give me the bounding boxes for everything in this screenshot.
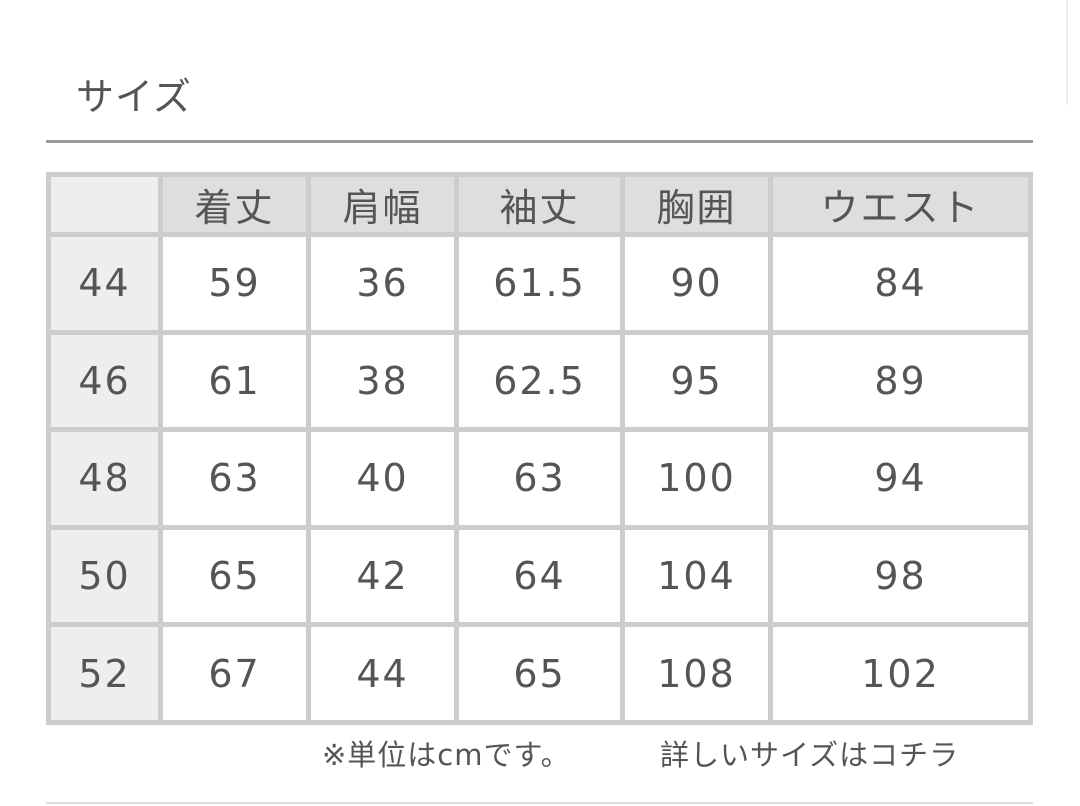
table-row: 44 59 36 61.5 90 84: [46, 232, 1033, 335]
size-label-cell: 48: [46, 427, 163, 530]
measurement-cell: 84: [768, 232, 1033, 335]
table-row: 48 63 40 63 100 94: [46, 427, 1033, 530]
measurement-cell: 102: [768, 622, 1033, 725]
measurement-cell: 98: [768, 524, 1033, 628]
table-row: 50 65 42 64 104 98: [46, 524, 1033, 628]
measurement-cell: 100: [620, 427, 773, 530]
size-label-cell: 46: [46, 329, 163, 433]
unit-note: ※単位はcmです。: [322, 738, 571, 772]
size-detail-link[interactable]: 詳しいサイズはコチラ: [660, 738, 960, 772]
header-cell: 肩幅: [306, 172, 459, 237]
measurement-cell: 61.5: [454, 232, 625, 335]
section-title: サイズ: [76, 75, 192, 119]
header-corner: [46, 172, 163, 237]
measurement-cell: 94: [768, 427, 1033, 530]
measurement-cell: 64: [454, 524, 625, 628]
measurement-cell: 65: [454, 622, 625, 725]
size-table: 着丈 肩幅 袖丈 胸囲 ウエスト 44 59 36 61.5 90 84 46 61 38 62.…: [46, 172, 1033, 725]
header-cell: 胸囲: [620, 172, 773, 237]
measurement-cell: 104: [620, 524, 773, 628]
header-cell: 着丈: [158, 172, 311, 237]
measurement-cell: 38: [306, 329, 459, 433]
measurement-cell: 65: [158, 524, 311, 628]
table-row: 46 61 38 62.5 95 89: [46, 329, 1033, 433]
title-divider: [46, 140, 1033, 143]
measurement-cell: 59: [158, 232, 311, 335]
bottom-divider: [46, 802, 1033, 804]
measurement-cell: 63: [158, 427, 311, 530]
measurement-cell: 90: [620, 232, 773, 335]
measurement-cell: 61: [158, 329, 311, 433]
measurement-cell: 36: [306, 232, 459, 335]
measurement-cell: 62.5: [454, 329, 625, 433]
header-cell: 袖丈: [454, 172, 625, 237]
measurement-cell: 63: [454, 427, 625, 530]
measurement-cell: 44: [306, 622, 459, 725]
size-label-cell: 50: [46, 524, 163, 628]
scroll-edge: [1066, 0, 1068, 105]
measurement-cell: 67: [158, 622, 311, 725]
size-label-cell: 44: [46, 232, 163, 335]
measurement-cell: 42: [306, 524, 459, 628]
measurement-cell: 108: [620, 622, 773, 725]
size-label-cell: 52: [46, 622, 163, 725]
header-cell: ウエスト: [768, 172, 1033, 237]
measurement-cell: 40: [306, 427, 459, 530]
measurement-cell: 89: [768, 329, 1033, 433]
measurement-cell: 95: [620, 329, 773, 433]
table-row: 52 67 44 65 108 102: [46, 622, 1033, 725]
table-header-row: 着丈 肩幅 袖丈 胸囲 ウエスト: [46, 172, 1033, 237]
